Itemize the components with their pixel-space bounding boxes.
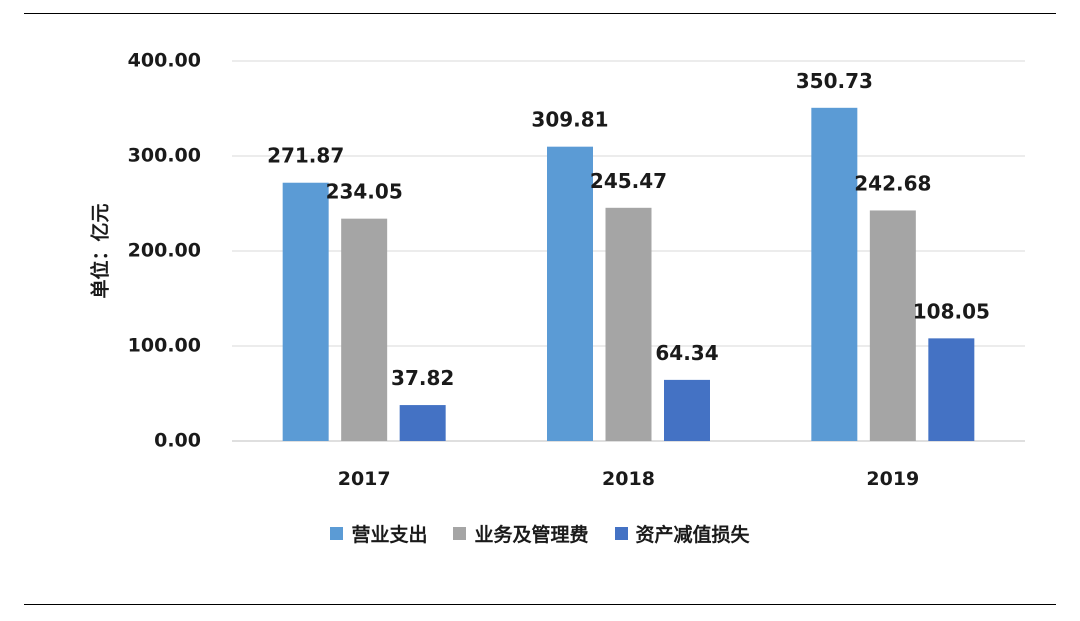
legend-label: 业务及管理费 <box>474 524 589 546</box>
bar <box>341 218 388 441</box>
y-axis-title: 单位：亿元 <box>89 203 112 298</box>
x-category-label: 2018 <box>602 468 655 490</box>
legend-swatch <box>330 527 344 540</box>
data-label: 108.05 <box>913 299 990 323</box>
y-tick-label: 0.00 <box>154 430 201 452</box>
data-labels: 271.87 234.05 37.82 309.81 245.47 64.34 350.73… <box>267 69 990 390</box>
x-category-label: 2019 <box>866 468 919 490</box>
x-category-label: 2017 <box>338 468 391 490</box>
y-tick-label: 400.00 <box>128 50 201 72</box>
bar <box>547 146 593 442</box>
bar <box>399 405 446 441</box>
y-tick-label: 200.00 <box>128 240 201 262</box>
y-tick-label: 300.00 <box>128 145 201 167</box>
bar <box>664 379 710 441</box>
y-tick-label: 100.00 <box>128 335 201 357</box>
legend: 营业支出 业务及管理费 资产减值损失 <box>0 520 1080 547</box>
bar <box>811 107 858 441</box>
legend-item: 资产减值损失 <box>614 520 750 547</box>
data-label: 350.73 <box>796 69 873 93</box>
bar <box>282 182 329 441</box>
data-label: 271.87 <box>267 144 344 168</box>
data-label: 234.05 <box>326 180 403 204</box>
bar <box>605 207 652 441</box>
data-label: 242.68 <box>854 171 931 195</box>
data-label: 245.47 <box>590 169 667 193</box>
data-label: 309.81 <box>531 108 608 132</box>
bar <box>928 338 975 441</box>
legend-swatch <box>453 527 467 540</box>
legend-label: 营业支出 <box>351 524 428 546</box>
bars <box>282 107 975 442</box>
data-label: 37.82 <box>391 366 454 390</box>
legend-item: 营业支出 <box>330 520 427 547</box>
bottom-rule <box>24 604 1056 605</box>
top-rule <box>24 13 1056 14</box>
legend-item: 业务及管理费 <box>453 520 589 547</box>
data-label: 64.34 <box>655 341 718 365</box>
bar <box>869 210 916 441</box>
x-category-labels: 2017 2018 2019 <box>338 468 920 490</box>
legend-swatch <box>614 527 628 540</box>
legend-label: 资产减值损失 <box>635 524 750 546</box>
y-tick-labels: 0.00 100.00 200.00 300.00 400.00 <box>128 50 201 452</box>
